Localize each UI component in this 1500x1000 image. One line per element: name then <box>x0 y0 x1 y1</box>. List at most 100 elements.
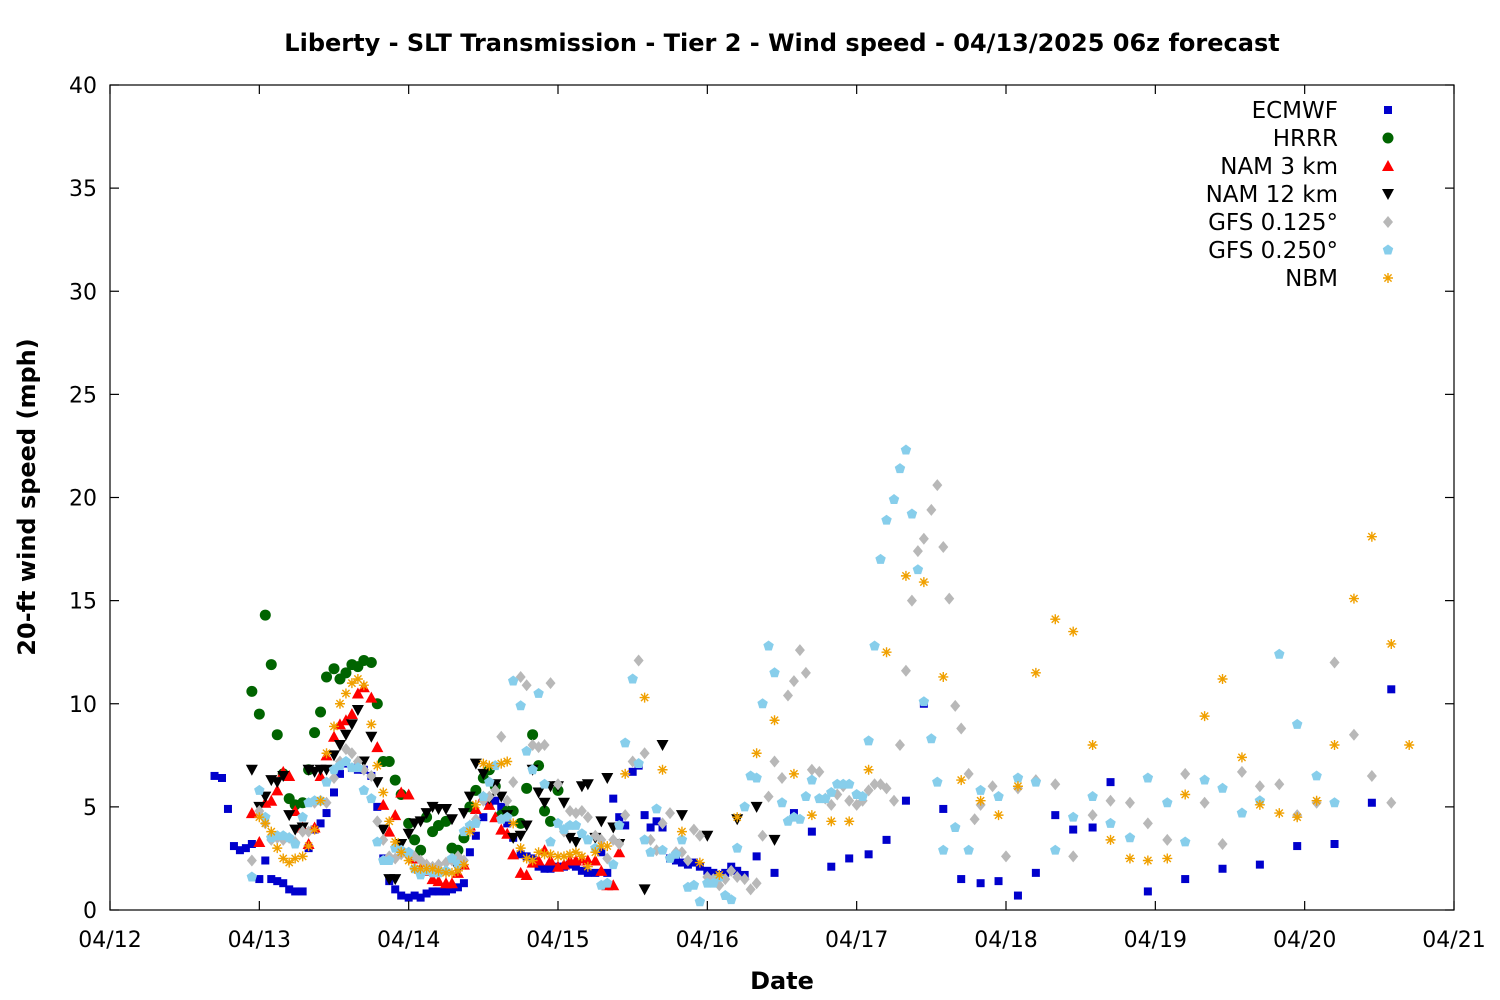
data-point <box>1348 593 1359 604</box>
data-point <box>1087 791 1098 802</box>
data-point <box>671 856 680 865</box>
data-point <box>267 875 276 884</box>
data-point <box>1348 728 1359 741</box>
data-point <box>1387 685 1396 694</box>
data-point <box>352 674 363 684</box>
data-point <box>788 675 799 688</box>
data-point <box>677 858 686 867</box>
legend-marker <box>1382 189 1394 200</box>
data-point <box>956 722 967 735</box>
data-point <box>1386 796 1397 809</box>
data-point <box>731 842 743 853</box>
data-point <box>912 564 924 575</box>
data-point <box>1180 789 1191 800</box>
data-point <box>245 764 258 776</box>
legend-marker <box>1382 244 1394 255</box>
data-point <box>1217 782 1228 793</box>
data-point <box>330 788 338 797</box>
data-point <box>751 877 762 890</box>
data-point <box>283 769 296 781</box>
data-point <box>557 797 570 809</box>
data-point <box>346 747 357 760</box>
data-point <box>255 875 264 884</box>
x-tick-label: 04/20 <box>1273 928 1336 953</box>
data-point <box>794 813 806 824</box>
data-point <box>1180 767 1191 780</box>
data-point <box>595 864 608 876</box>
data-point <box>298 887 307 896</box>
data-point <box>441 867 451 878</box>
legend-label: GFS 0.250° <box>1208 238 1338 264</box>
legend-marker <box>1384 106 1392 114</box>
data-point <box>869 778 880 791</box>
data-point <box>378 787 389 798</box>
data-point <box>1366 769 1377 782</box>
data-point <box>1030 776 1042 787</box>
data-point <box>1050 778 1061 791</box>
x-tick-label: 04/18 <box>974 928 1037 953</box>
data-point <box>273 877 282 886</box>
data-point <box>1291 718 1303 729</box>
data-point <box>478 791 489 802</box>
data-point <box>602 852 613 865</box>
data-point <box>932 479 943 492</box>
data-point <box>938 844 949 855</box>
data-point <box>316 819 325 828</box>
data-point <box>383 825 396 837</box>
data-point <box>932 776 943 787</box>
data-point <box>223 804 232 813</box>
data-point <box>1105 794 1116 807</box>
data-point <box>776 797 788 808</box>
data-point <box>241 844 250 853</box>
data-point <box>714 869 725 880</box>
data-point <box>315 795 326 806</box>
data-point <box>993 791 1004 802</box>
data-point <box>806 774 818 785</box>
data-point <box>602 877 613 888</box>
data-point <box>333 740 346 751</box>
data-point <box>503 819 512 828</box>
data-point <box>470 799 481 810</box>
data-point <box>391 885 400 894</box>
data-point <box>633 654 644 667</box>
data-point <box>1124 832 1136 843</box>
data-point <box>901 796 910 805</box>
data-point <box>1330 840 1339 848</box>
data-point <box>271 784 284 796</box>
data-point <box>591 868 600 877</box>
data-point <box>1329 656 1340 669</box>
data-point <box>912 545 923 558</box>
data-point <box>1236 765 1247 778</box>
chart-title: Liberty - SLT Transmission - Tier 2 - Wi… <box>284 29 1279 57</box>
data-point <box>545 849 556 860</box>
data-point <box>1087 809 1098 822</box>
y-tick-label: 15 <box>69 590 97 615</box>
data-point <box>806 763 817 776</box>
data-point <box>491 796 500 805</box>
data-point <box>963 767 974 780</box>
data-point <box>321 671 333 683</box>
data-point <box>366 719 377 730</box>
data-point <box>396 847 407 858</box>
data-point <box>918 696 930 707</box>
data-point <box>1292 812 1303 823</box>
data-point <box>497 802 506 811</box>
data-point <box>763 790 774 803</box>
data-point <box>857 791 868 802</box>
data-point <box>345 719 358 731</box>
data-point <box>210 771 219 780</box>
data-point <box>365 657 377 668</box>
data-point <box>1068 850 1079 863</box>
data-point <box>532 787 545 799</box>
data-point <box>620 768 631 779</box>
data-point <box>670 848 682 859</box>
data-point <box>265 794 278 806</box>
data-point <box>516 850 525 859</box>
data-point <box>1199 796 1210 809</box>
data-point <box>640 811 649 820</box>
data-point <box>272 843 283 854</box>
data-point <box>694 857 705 868</box>
data-point <box>564 849 575 860</box>
data-point <box>1311 770 1322 781</box>
data-point <box>289 824 302 836</box>
